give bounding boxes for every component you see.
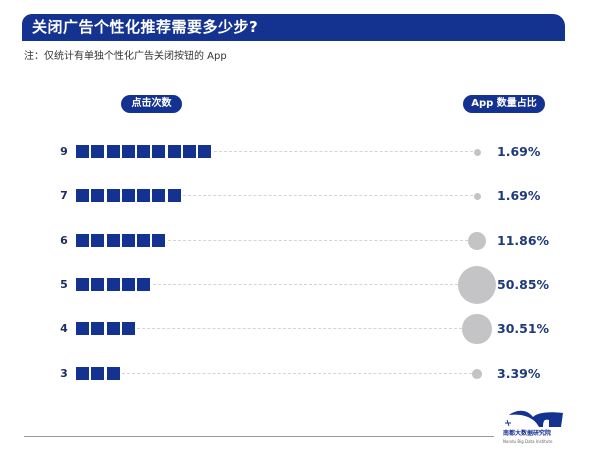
click-square-icon — [137, 145, 151, 158]
click-square-icon — [152, 145, 166, 158]
click-square-icon — [91, 367, 105, 380]
share-percent: 3.39% — [497, 366, 541, 381]
title-banner: 关闭广告个性化推荐需要多少步? — [22, 14, 565, 41]
share-percent: 30.51% — [497, 321, 550, 336]
chart-row: 7 1.69% — [0, 186, 600, 206]
click-square-icon — [76, 322, 89, 335]
click-squares — [76, 322, 137, 335]
share-percent: 50.85% — [497, 277, 550, 292]
click-squares — [76, 189, 183, 202]
share-percent: 11.86% — [497, 233, 550, 248]
chart-title: 关闭广告个性化推荐需要多少步? — [32, 18, 259, 36]
click-count-label: 3 — [60, 367, 68, 380]
click-square-icon — [106, 189, 120, 202]
click-square-icon — [106, 367, 120, 380]
click-count-label: 5 — [60, 278, 68, 291]
click-square-icon — [152, 234, 166, 247]
footer-divider — [24, 436, 494, 437]
click-square-icon — [121, 189, 135, 202]
logo-name-cn: 南都大数据研究院 — [503, 430, 552, 437]
click-square-icon — [121, 145, 135, 158]
logo-name-en: Nandu Big Data Institute — [503, 439, 553, 444]
share-column-header: App 数量占比 — [463, 95, 545, 113]
clicks-column-header: 点击次数 — [121, 95, 182, 113]
share-bubble — [462, 314, 492, 344]
click-square-icon — [91, 145, 105, 158]
institute-logo: 南都大数据研究院 Nandu Big Data Institute — [503, 407, 565, 449]
dashed-connector — [152, 284, 458, 285]
click-square-icon — [137, 234, 151, 247]
click-square-icon — [167, 145, 181, 158]
click-count-label: 7 — [60, 189, 68, 202]
click-square-icon — [76, 367, 89, 380]
click-square-icon — [137, 278, 151, 291]
click-square-icon — [106, 278, 120, 291]
click-square-icon — [183, 145, 197, 158]
click-square-icon — [106, 322, 120, 335]
share-percent: 1.69% — [497, 144, 541, 159]
share-bubble — [467, 231, 487, 251]
click-count-label: 9 — [60, 145, 68, 158]
click-square-icon — [76, 278, 89, 291]
bird-logo-icon — [505, 410, 563, 427]
click-squares — [76, 234, 168, 247]
chart-note: 注：仅统计有单独个性化广告关闭按钮的 App — [24, 51, 227, 62]
click-square-icon — [121, 234, 135, 247]
click-square-icon — [167, 189, 181, 202]
chart-row: 5 50.85% — [0, 266, 600, 304]
chart-row: 4 30.51% — [0, 314, 600, 344]
dashed-connector — [121, 373, 473, 374]
click-squares — [76, 278, 152, 291]
share-bubble — [473, 192, 481, 200]
click-square-icon — [198, 145, 212, 158]
click-square-icon — [106, 145, 120, 158]
click-square-icon — [76, 234, 89, 247]
share-bubble — [472, 369, 482, 379]
click-count-label: 4 — [60, 322, 68, 335]
chart-row: 6 11.86% — [0, 231, 600, 251]
share-bubble — [473, 148, 481, 156]
click-square-icon — [91, 322, 105, 335]
click-square-icon — [91, 234, 105, 247]
click-square-icon — [121, 278, 135, 291]
click-square-icon — [137, 189, 151, 202]
click-square-icon — [106, 234, 120, 247]
click-square-icon — [121, 322, 135, 335]
click-squares — [76, 367, 122, 380]
dashed-connector — [213, 151, 474, 152]
share-percent: 1.69% — [497, 188, 541, 203]
click-square-icon — [91, 278, 105, 291]
click-square-icon — [76, 145, 89, 158]
click-count-label: 6 — [60, 234, 68, 247]
chart-row: 3 3.39% — [0, 364, 600, 384]
dashed-connector — [167, 240, 468, 241]
dashed-connector — [137, 328, 463, 329]
click-square-icon — [152, 189, 166, 202]
click-squares — [76, 145, 214, 158]
click-square-icon — [76, 189, 89, 202]
share-bubble — [458, 266, 496, 304]
click-square-icon — [91, 189, 105, 202]
chart-row: 9 1.69% — [0, 142, 600, 162]
dashed-connector — [183, 195, 474, 196]
